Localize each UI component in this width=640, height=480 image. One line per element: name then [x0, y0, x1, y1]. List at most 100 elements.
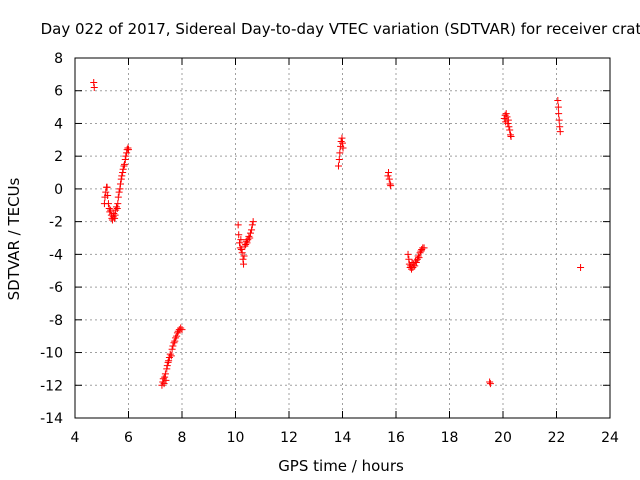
x-tick-label: 12: [280, 430, 298, 446]
x-tick-label: 10: [227, 430, 245, 446]
data-point: [116, 185, 124, 193]
data-point: [120, 160, 128, 168]
data-point: [106, 208, 114, 216]
x-tick-label: 24: [601, 430, 619, 446]
data-point: [170, 339, 178, 347]
data-point: [114, 200, 122, 208]
data-point: [164, 358, 172, 366]
data-point: [111, 211, 119, 219]
y-tick-label: 8: [54, 51, 63, 67]
data-point: [236, 239, 244, 247]
data-point: [121, 155, 129, 163]
y-tick-label: -4: [49, 247, 63, 263]
data-point: [555, 116, 563, 124]
data-point: [248, 226, 256, 234]
data-point: [173, 329, 181, 337]
data-point: [162, 376, 170, 384]
grid-lines: [75, 58, 610, 418]
data-point: [415, 254, 423, 262]
data-point: [161, 370, 169, 378]
data-point: [249, 218, 257, 226]
data-point: [554, 97, 562, 105]
data-point: [248, 221, 256, 229]
data-point: [236, 244, 244, 252]
data-point: [240, 252, 248, 260]
data-point: [125, 146, 132, 154]
data-point: [104, 200, 112, 208]
data-points: [90, 79, 585, 389]
chart-title: Day 022 of 2017, Sidereal Day-to-day VTE…: [41, 20, 640, 38]
data-point: [555, 110, 563, 118]
data-point: [116, 180, 124, 188]
data-point: [506, 126, 514, 134]
data-point: [243, 239, 251, 247]
x-tick-label: 6: [124, 430, 133, 446]
x-tick-label: 18: [441, 430, 459, 446]
data-point: [102, 188, 110, 196]
data-point: [577, 263, 585, 271]
data-point: [240, 260, 248, 268]
data-point: [119, 165, 127, 173]
data-point: [411, 262, 419, 270]
data-point: [166, 350, 174, 358]
x-tick-label: 22: [548, 430, 566, 446]
data-point: [103, 183, 111, 191]
data-point: [163, 365, 171, 373]
data-point: [412, 259, 420, 267]
data-point: [90, 79, 98, 87]
data-point: [123, 149, 131, 157]
data-point: [405, 255, 413, 263]
y-tick-label: 4: [54, 116, 63, 132]
y-tick-label: 2: [54, 149, 63, 165]
x-tick-label: 20: [494, 430, 512, 446]
x-axis-label: GPS time / hours: [278, 457, 404, 475]
data-point: [119, 169, 127, 177]
data-point: [168, 345, 176, 353]
data-point: [556, 128, 564, 136]
data-point: [506, 131, 514, 139]
data-point: [177, 324, 185, 332]
data-point: [114, 193, 122, 201]
y-tick-label: -6: [49, 280, 63, 296]
data-point: [167, 352, 175, 360]
data-point: [246, 229, 254, 237]
data-point: [111, 214, 119, 222]
data-point: [339, 139, 346, 147]
data-point: [165, 357, 173, 365]
data-point: [172, 334, 180, 342]
data-point: [501, 111, 509, 119]
y-tick-label: -12: [40, 378, 63, 394]
data-point: [334, 162, 342, 170]
data-point: [237, 245, 245, 253]
data-point: [109, 213, 117, 221]
data-point: [112, 206, 120, 214]
data-point: [242, 237, 250, 245]
data-point: [238, 249, 246, 257]
data-point: [387, 182, 395, 190]
data-point: [173, 332, 181, 340]
y-tick-label: 6: [54, 84, 63, 100]
data-point: [486, 380, 494, 388]
data-point: [112, 203, 120, 211]
data-point: [384, 172, 392, 180]
data-point: [245, 232, 253, 240]
y-tick-label: -2: [49, 215, 63, 231]
data-point: [165, 353, 173, 361]
data-point: [117, 175, 125, 183]
y-tick-label: -14: [40, 411, 63, 427]
x-tick-label: 16: [387, 430, 405, 446]
data-point: [120, 162, 128, 170]
data-point: [338, 134, 346, 142]
data-point: [503, 113, 511, 121]
data-point: [118, 172, 126, 180]
data-point: [239, 255, 247, 263]
data-point: [504, 119, 512, 127]
data-point: [246, 234, 254, 242]
data-point: [178, 326, 186, 334]
data-point: [104, 191, 112, 199]
data-point: [115, 188, 123, 196]
data-point: [385, 175, 393, 183]
data-point: [408, 265, 416, 273]
data-point: [554, 103, 562, 111]
